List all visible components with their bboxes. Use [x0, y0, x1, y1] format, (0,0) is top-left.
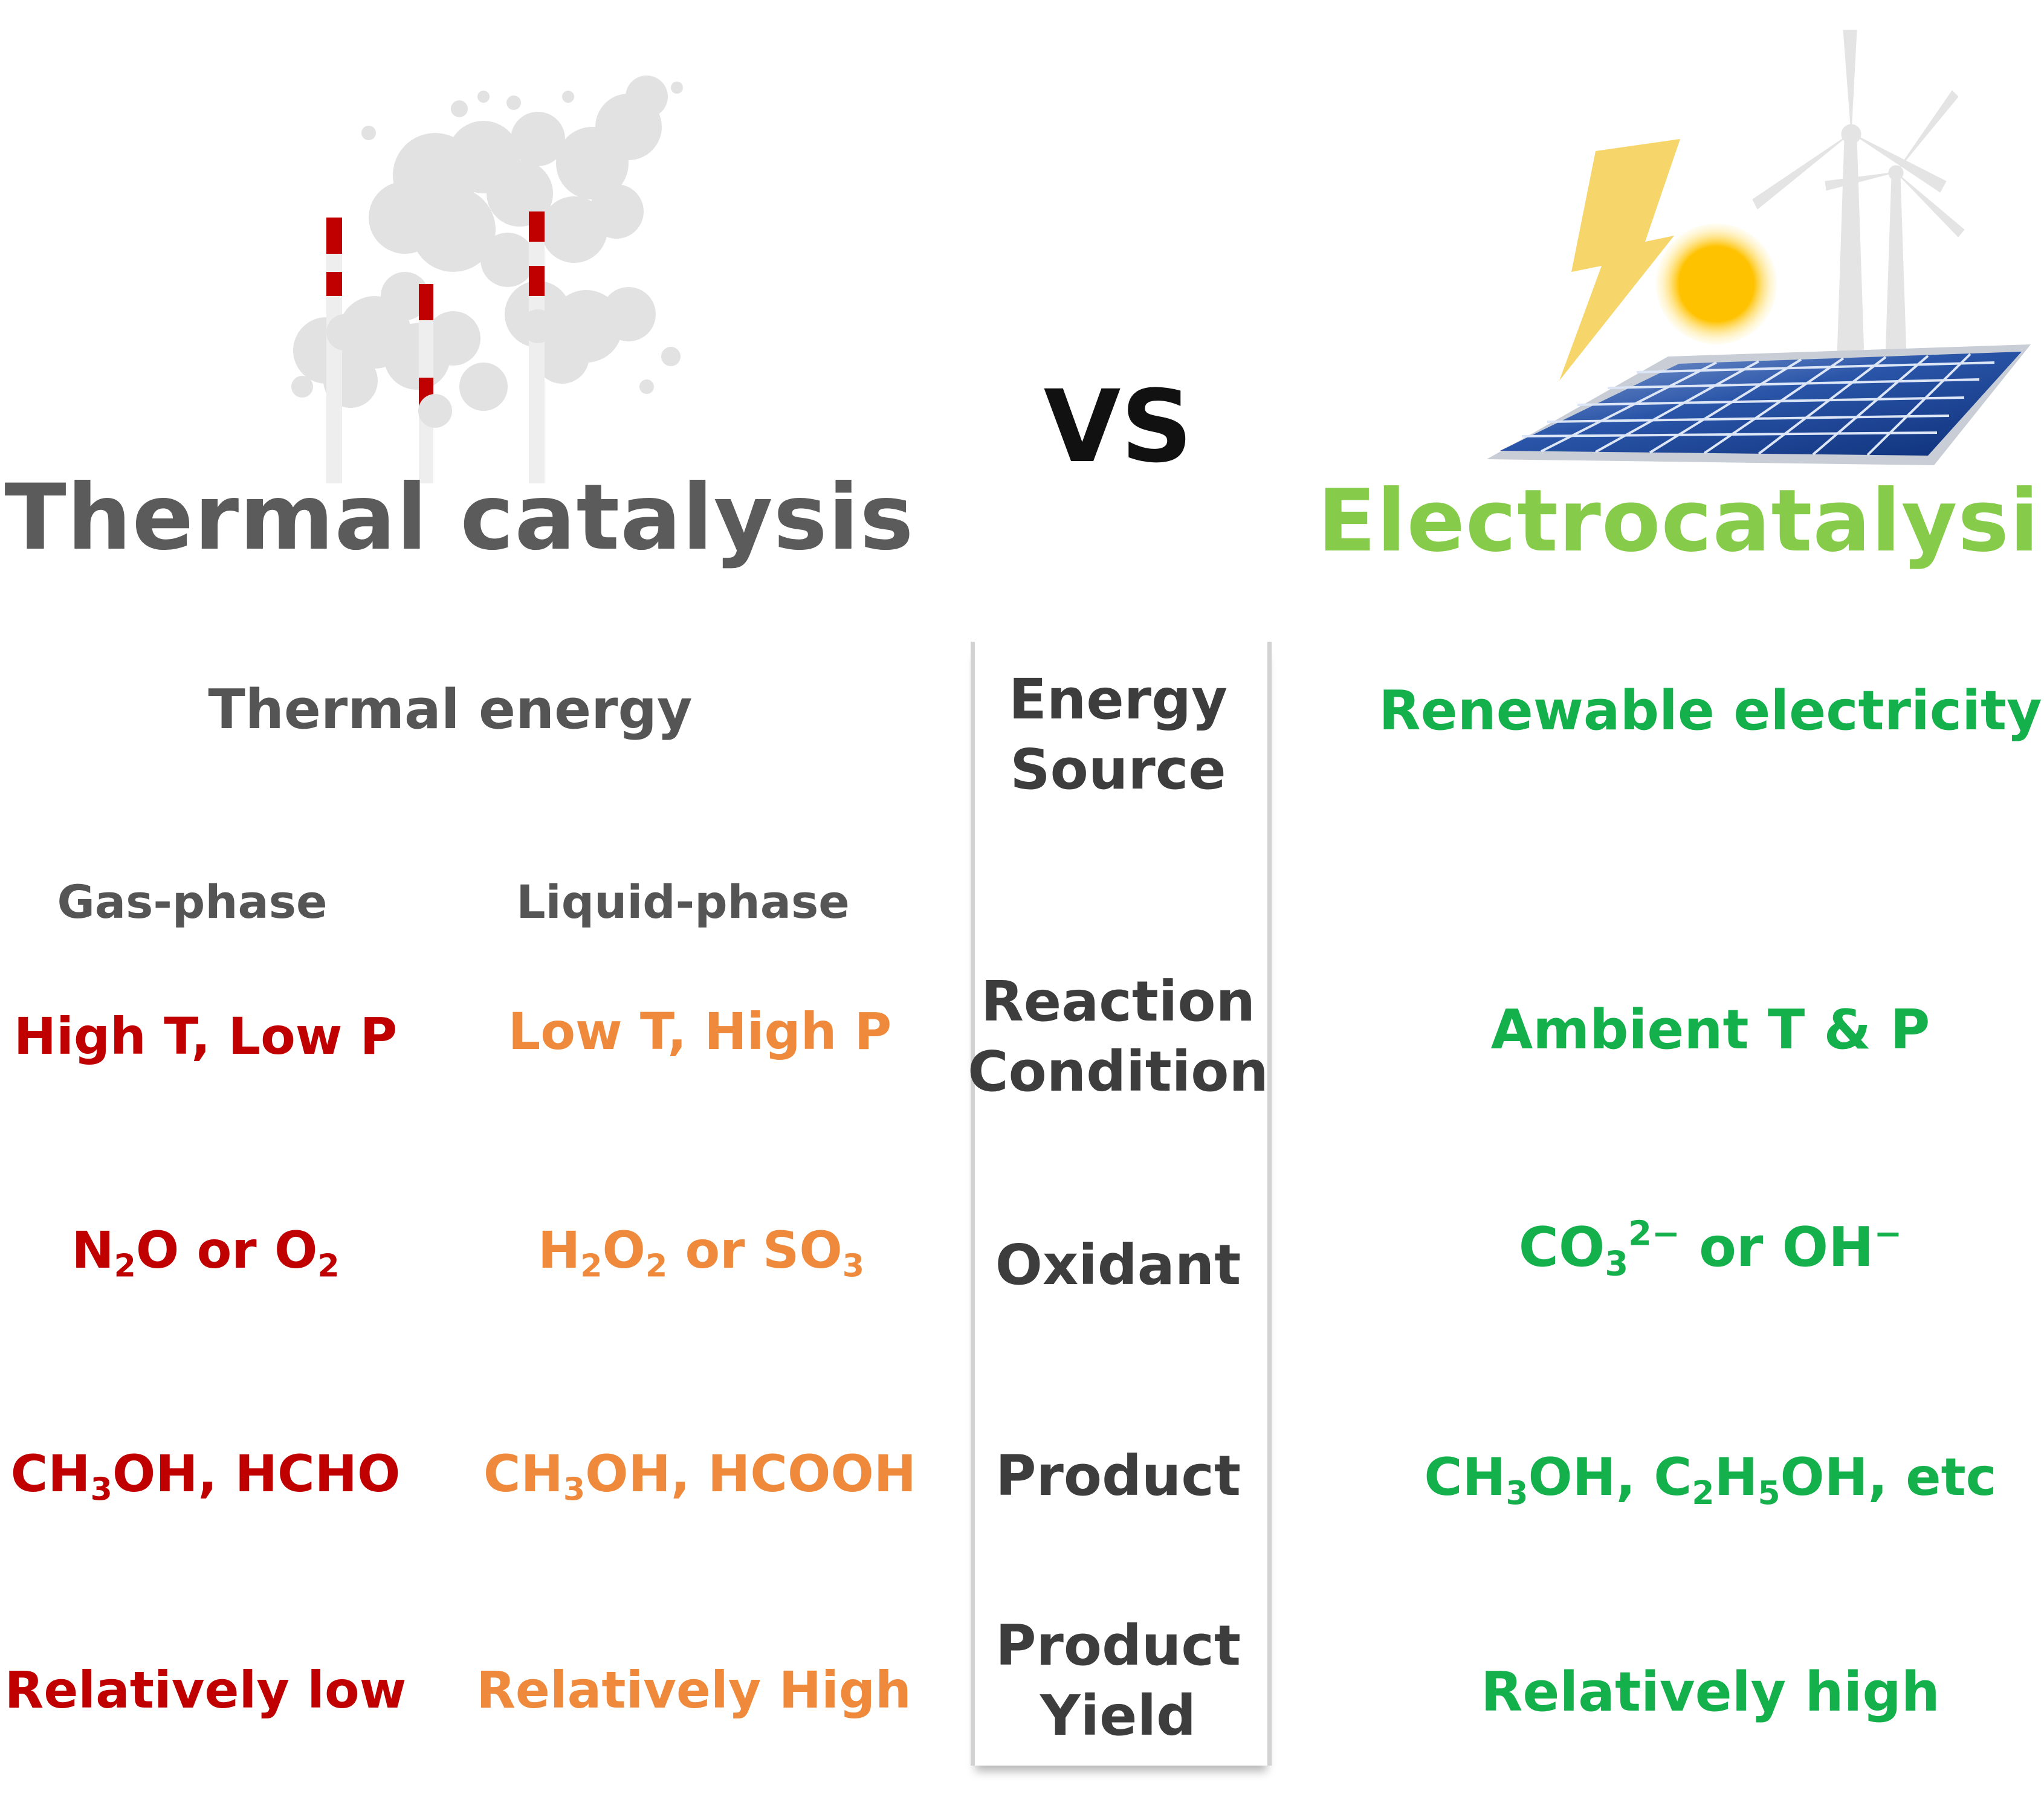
- gas-oxidant: N2O or O2: [71, 1221, 340, 1285]
- thermal-catalysis-title: Thermal catalysis: [4, 465, 914, 570]
- comparison-category-panel: [971, 642, 1272, 1766]
- energy-source-label-line2: Source: [1010, 737, 1226, 802]
- reaction-condition-label-line1: Reaction: [980, 969, 1256, 1034]
- gas-product: CH3OH, HCHO: [10, 1444, 401, 1508]
- sun-icon: [1656, 224, 1777, 344]
- reaction-condition-label-line2: Condition: [968, 1039, 1269, 1104]
- renewable-energy-illustration: [1487, 30, 2031, 465]
- product-yield-label-line1: Product: [995, 1613, 1241, 1678]
- liquid-phase-header: Liquid-phase: [516, 875, 850, 929]
- electro-reaction-condition: Ambient T & P: [1490, 998, 1930, 1062]
- thermal-energy-source: Thermal energy: [208, 678, 693, 741]
- vs-label: VS: [1043, 369, 1193, 485]
- factory-smokestack-icon: [291, 76, 683, 483]
- electro-product: CH3OH, C2H5OH, etc: [1424, 1447, 1997, 1512]
- electrocatalysis-title: Electrocatalysis: [1317, 471, 2044, 571]
- reaction-condition-label: Reaction Condition: [968, 967, 1269, 1107]
- electro-product-yield: Relatively high: [1481, 1660, 1940, 1724]
- gas-phase-header: Gas-phase: [57, 875, 328, 929]
- oxidant-label: Oxidant: [995, 1233, 1241, 1297]
- electro-oxidant: CO32− or OH−: [1518, 1214, 1903, 1284]
- product-yield-label: Product Yield: [995, 1611, 1241, 1751]
- wind-turbine-icon: [1752, 30, 1965, 357]
- liquid-oxidant: H2O2 or SO3: [537, 1221, 865, 1285]
- energy-source-label-line1: Energy: [1009, 667, 1227, 732]
- liquid-product-yield: Relatively High: [476, 1660, 911, 1720]
- liquid-reaction-condition: Low T, High P: [508, 1002, 892, 1061]
- solar-panel-icon: [1487, 344, 2031, 465]
- gas-product-yield: Relatively low: [4, 1660, 407, 1720]
- gas-reaction-condition: High T, Low P: [13, 1007, 398, 1066]
- product-label: Product: [995, 1444, 1241, 1508]
- product-yield-label-line2: Yield: [1040, 1683, 1196, 1748]
- electro-energy-source: Renewable electricity: [1379, 679, 2042, 743]
- energy-source-label: Energy Source: [1009, 665, 1227, 805]
- lightning-bolt-icon: [1559, 139, 1680, 381]
- liquid-product: CH3OH, HCOOH: [483, 1444, 917, 1508]
